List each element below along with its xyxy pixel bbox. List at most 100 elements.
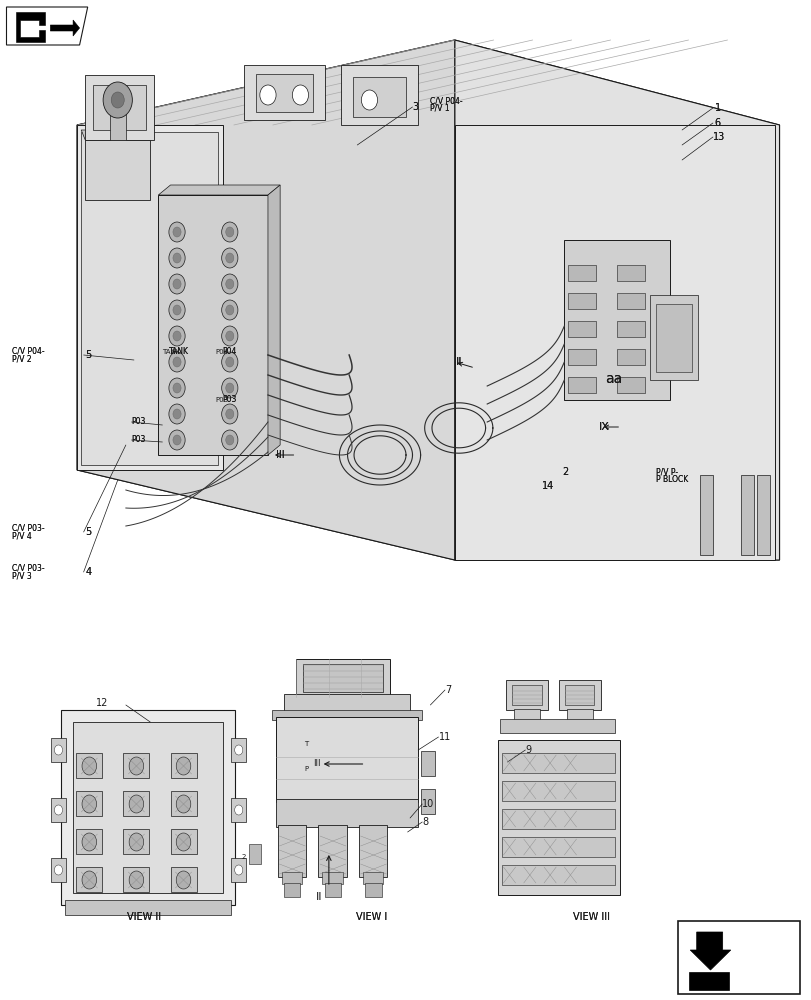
Text: 2: 2 xyxy=(241,854,245,860)
Polygon shape xyxy=(689,932,730,970)
Circle shape xyxy=(111,92,124,108)
Bar xyxy=(76,867,102,892)
Circle shape xyxy=(54,865,62,875)
Circle shape xyxy=(129,757,144,775)
Polygon shape xyxy=(564,240,669,400)
Text: III: III xyxy=(312,760,320,768)
Bar xyxy=(505,680,547,710)
Bar xyxy=(85,75,154,140)
Text: P03: P03 xyxy=(222,395,237,404)
Bar xyxy=(318,825,346,877)
Circle shape xyxy=(129,871,144,889)
Circle shape xyxy=(225,409,234,419)
Bar xyxy=(512,685,541,705)
Bar xyxy=(341,65,418,125)
Text: 6: 6 xyxy=(714,118,720,128)
Bar xyxy=(51,858,66,882)
Text: P03: P03 xyxy=(222,395,237,404)
Circle shape xyxy=(234,805,242,815)
Bar xyxy=(501,781,615,801)
Circle shape xyxy=(176,795,191,813)
Polygon shape xyxy=(454,40,779,560)
Bar xyxy=(454,125,775,560)
Bar xyxy=(231,738,246,762)
Text: 14: 14 xyxy=(542,481,554,491)
Circle shape xyxy=(54,805,62,815)
Circle shape xyxy=(234,745,242,755)
Text: P/V 3: P/V 3 xyxy=(12,572,32,580)
Text: C/V P03-: C/V P03- xyxy=(12,564,45,572)
Text: 5: 5 xyxy=(85,350,92,360)
Text: C/V P03-: C/V P03- xyxy=(12,524,45,532)
Text: 5: 5 xyxy=(85,527,92,537)
Bar xyxy=(353,77,406,117)
Circle shape xyxy=(221,326,238,346)
Polygon shape xyxy=(77,40,454,560)
Text: P/V 2: P/V 2 xyxy=(12,355,32,363)
Text: P/V 2: P/V 2 xyxy=(12,355,32,363)
Bar xyxy=(109,105,126,140)
Circle shape xyxy=(221,300,238,320)
Circle shape xyxy=(260,85,276,105)
Polygon shape xyxy=(85,140,150,200)
Text: T: T xyxy=(304,741,308,747)
Bar xyxy=(281,872,302,884)
Text: P/V 3: P/V 3 xyxy=(12,572,32,580)
Circle shape xyxy=(169,248,185,268)
Text: P/V 4: P/V 4 xyxy=(12,532,32,540)
Bar xyxy=(65,900,231,915)
Bar xyxy=(497,740,619,895)
Bar xyxy=(363,872,383,884)
Circle shape xyxy=(169,300,185,320)
Circle shape xyxy=(225,331,234,341)
Text: P04: P04 xyxy=(222,348,237,357)
Text: 2: 2 xyxy=(562,467,569,477)
Bar xyxy=(255,74,312,112)
Circle shape xyxy=(54,745,62,755)
Circle shape xyxy=(169,378,185,398)
Bar xyxy=(322,872,342,884)
Circle shape xyxy=(169,326,185,346)
Bar xyxy=(277,825,306,877)
Text: P: P xyxy=(304,766,308,772)
Text: C/V P04-: C/V P04- xyxy=(12,347,45,356)
Bar xyxy=(123,867,149,892)
Text: 12: 12 xyxy=(96,698,108,708)
Bar xyxy=(568,265,595,281)
Circle shape xyxy=(221,274,238,294)
Bar xyxy=(699,475,712,555)
Circle shape xyxy=(225,253,234,263)
Bar xyxy=(501,753,615,773)
Text: P/V P-: P/V P- xyxy=(655,468,677,477)
Circle shape xyxy=(225,227,234,237)
Bar xyxy=(231,858,246,882)
Circle shape xyxy=(221,352,238,372)
Bar xyxy=(243,65,324,120)
Text: P03: P03 xyxy=(131,418,146,426)
Circle shape xyxy=(225,357,234,367)
Text: 13: 13 xyxy=(712,132,724,142)
Bar xyxy=(170,829,196,854)
Text: P04: P04 xyxy=(222,348,237,357)
Circle shape xyxy=(129,795,144,813)
Polygon shape xyxy=(81,130,154,140)
Polygon shape xyxy=(81,132,217,465)
Circle shape xyxy=(225,383,234,393)
Circle shape xyxy=(221,378,238,398)
Bar xyxy=(688,972,728,990)
Bar xyxy=(566,709,592,727)
Text: 13: 13 xyxy=(712,132,724,142)
Polygon shape xyxy=(77,125,223,470)
Text: 4: 4 xyxy=(85,567,92,577)
Bar xyxy=(568,293,595,309)
Circle shape xyxy=(234,865,242,875)
Polygon shape xyxy=(158,195,268,455)
Text: IX: IX xyxy=(599,422,609,432)
Text: P/V 1: P/V 1 xyxy=(430,104,449,112)
Text: 11: 11 xyxy=(438,732,450,742)
Text: IX: IX xyxy=(599,422,609,432)
Bar xyxy=(284,694,410,714)
Circle shape xyxy=(173,305,181,315)
Text: TANK: TANK xyxy=(169,348,189,357)
Text: 14: 14 xyxy=(542,481,554,491)
